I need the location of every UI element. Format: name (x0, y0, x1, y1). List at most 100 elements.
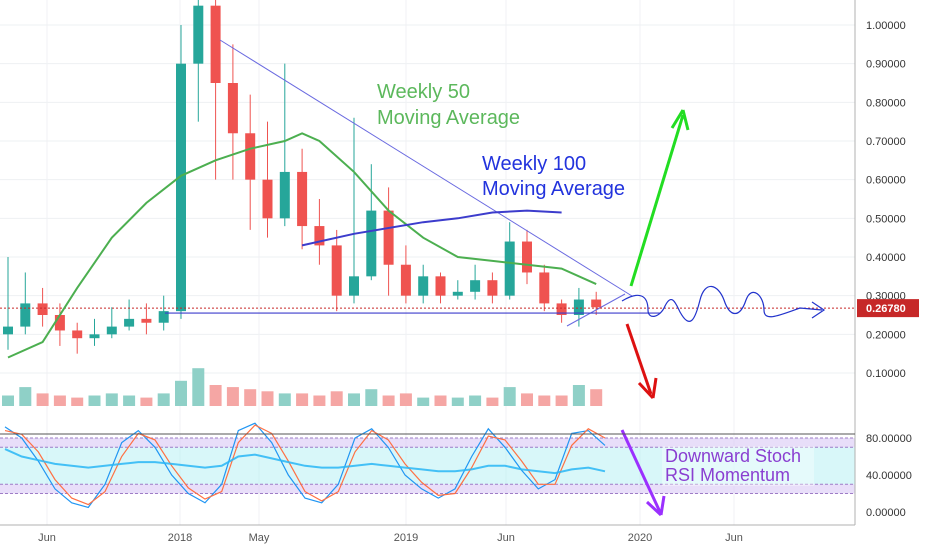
volume-bar (226, 387, 239, 406)
price-tick-label: 0.10000 (866, 368, 906, 380)
bullish-arrow-head (670, 109, 690, 131)
candle-body (297, 171, 308, 227)
candle-body (418, 276, 429, 296)
stoch-bands (0, 437, 855, 494)
time-tick-label: Jun (725, 532, 743, 544)
volume-bar (382, 395, 395, 406)
volume-bars (2, 368, 603, 406)
candle-body (331, 245, 342, 296)
ma50-label-line1: Weekly 50 (377, 81, 470, 103)
price-tick-label: 0.80000 (866, 97, 906, 109)
stoch-line-2 (4, 448, 606, 475)
ma50-line (7, 132, 597, 359)
volume-bar (209, 385, 222, 406)
volume-bar (36, 393, 49, 406)
candle-body (504, 241, 515, 296)
volume-bar (555, 395, 568, 406)
candle-body (141, 318, 152, 323)
candle-body (279, 171, 290, 219)
candle-body (176, 63, 186, 312)
annotations: Weekly 50 Moving Average Weekly 100 Moving … (377, 81, 826, 517)
volume-bar (538, 395, 551, 406)
price-tick-label: 0.40000 (866, 252, 906, 264)
candle-body (262, 179, 273, 219)
stoch-mid-band (0, 447, 855, 485)
candle-body (245, 133, 256, 180)
price-tick-label: 0.70000 (866, 136, 906, 148)
time-tick-label: Jun (38, 532, 56, 544)
volume-bar (469, 395, 482, 406)
stoch-tick-label: 0.00000 (866, 507, 906, 519)
candle-body (522, 241, 532, 273)
volume-bar (278, 393, 291, 406)
price-tick-label: 1.00000 (866, 20, 906, 32)
projected-path-arrowhead (811, 301, 826, 319)
candle-body (539, 272, 550, 304)
volume-bar (296, 393, 309, 406)
bearish-arrow-shaft (625, 323, 653, 395)
volume-bar (348, 393, 360, 406)
candle-body (193, 5, 204, 64)
last-price-badge (857, 299, 919, 318)
time-tick-label: Jun (497, 532, 515, 544)
candle-body (591, 299, 602, 308)
ascending-trendline (566, 293, 626, 327)
price-tick-label: 0.50000 (866, 213, 906, 225)
stoch-lower-band (0, 484, 855, 494)
volume-bar (417, 397, 430, 406)
volume-bar (88, 395, 101, 406)
time-tick-label: 2018 (168, 532, 192, 544)
candle-body (89, 334, 100, 339)
candle-body (435, 276, 446, 296)
candle-body (20, 303, 31, 327)
bullish-arrow-shaft (629, 114, 685, 287)
candle-body (470, 280, 481, 292)
volume-bar (192, 368, 205, 406)
candle-body (349, 276, 359, 296)
stoch-tick-label: 80.00000 (866, 433, 912, 445)
stoch-label-line1: Downward Stoch (665, 446, 801, 466)
volume-bar (313, 395, 326, 406)
projected-price-path (621, 285, 823, 322)
candle-body (400, 264, 411, 296)
candle-body (106, 326, 117, 335)
candle-body (573, 299, 584, 315)
overlay-lines (0, 39, 855, 509)
candle-body (227, 83, 238, 134)
candle-body (556, 303, 567, 315)
price-axis[interactable]: 1.00000 0.90000 0.80000 0.70000 0.60000 0.500… (857, 20, 919, 380)
descending-trendline (219, 39, 633, 297)
volume-bar (572, 385, 585, 406)
volume-bar (434, 395, 447, 406)
volume-bar (261, 391, 274, 406)
stoch-line-0 (4, 422, 606, 509)
stoch-arrow-head (645, 495, 666, 517)
volume-bar (175, 380, 187, 406)
price-tick-label: 0.90000 (866, 59, 906, 71)
volume-bar (330, 391, 343, 406)
volume-bar (140, 397, 153, 406)
stoch-line-1 (4, 424, 606, 506)
bearish-arrow-head (637, 377, 658, 400)
stoch-label-line2: RSI Momentum (665, 465, 790, 485)
candle-body (383, 210, 394, 265)
time-axis[interactable]: Jun 2018 May 2019 Jun 2020 Jun (38, 532, 743, 544)
price-axis-bg (855, 0, 932, 550)
stoch-axis[interactable]: 80.00000 40.00000 0.00000 (866, 433, 912, 519)
candle-body (3, 326, 13, 335)
volume-bar (503, 387, 516, 406)
time-tick-label: 2020 (628, 532, 652, 544)
volume-bar (521, 393, 533, 406)
candle-body (72, 330, 83, 339)
time-tick-label: 2019 (394, 532, 418, 544)
time-tick-label: May (249, 532, 270, 544)
volume-bar (365, 389, 378, 406)
volume-bar (2, 395, 14, 406)
candle-body (452, 291, 463, 296)
volume-bar (157, 393, 170, 406)
last-price-value: 0.26780 (866, 303, 906, 315)
price-tick-label: 0.60000 (866, 175, 906, 187)
volume-bar (71, 397, 84, 406)
